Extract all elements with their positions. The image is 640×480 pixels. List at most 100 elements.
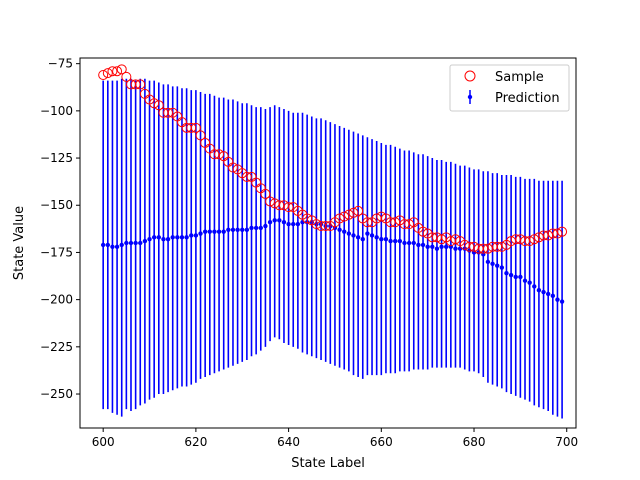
prediction-point bbox=[114, 244, 120, 249]
prediction-point bbox=[365, 231, 370, 236]
prediction-point bbox=[555, 297, 560, 302]
x-tick-label: 660 bbox=[370, 435, 393, 449]
prediction-point bbox=[170, 235, 175, 240]
prediction-point bbox=[369, 233, 375, 238]
prediction-point bbox=[439, 244, 444, 249]
y-axis: −75 −100 −125 −150 −175 −200 −225 −250 bbox=[40, 57, 80, 401]
sample-point bbox=[390, 217, 401, 228]
prediction-point bbox=[541, 289, 546, 295]
axes-frame bbox=[79, 57, 577, 429]
x-tick-label: 640 bbox=[277, 435, 300, 449]
y-tick-label: −250 bbox=[40, 387, 73, 401]
sample-point bbox=[98, 69, 109, 80]
prediction-point bbox=[518, 274, 523, 280]
x-tick-label: 700 bbox=[555, 435, 578, 449]
prediction-point bbox=[291, 221, 296, 227]
prediction-point bbox=[355, 235, 361, 240]
prediction-point bbox=[212, 229, 217, 234]
sample-point bbox=[482, 243, 493, 254]
sample-point bbox=[112, 66, 123, 77]
prediction-point bbox=[151, 235, 157, 240]
prediction-point bbox=[295, 221, 301, 227]
prediction-point bbox=[119, 242, 124, 248]
prediction-point bbox=[494, 263, 500, 268]
sample-point bbox=[506, 236, 517, 247]
sample-point bbox=[227, 162, 238, 173]
sample-point bbox=[135, 79, 146, 90]
x-axis: 600 620 640 660 680 700 bbox=[92, 428, 578, 449]
prediction-point bbox=[226, 227, 231, 232]
sample-point bbox=[464, 241, 475, 252]
sample-point bbox=[265, 196, 276, 207]
y-tick-label: −200 bbox=[40, 293, 73, 307]
prediction-point bbox=[444, 244, 449, 249]
sample-point bbox=[418, 226, 429, 237]
prediction-points bbox=[100, 218, 565, 304]
prediction-point bbox=[388, 238, 393, 244]
prediction-point bbox=[198, 231, 203, 236]
prediction-point bbox=[258, 225, 263, 231]
y-tick-label: −175 bbox=[40, 245, 73, 259]
sample-point bbox=[153, 100, 164, 111]
sample-point bbox=[469, 241, 480, 252]
sample-point bbox=[278, 200, 289, 211]
prediction-point bbox=[513, 274, 518, 280]
prediction-point bbox=[346, 231, 352, 236]
sample-points bbox=[98, 64, 568, 254]
sample-point bbox=[362, 217, 373, 228]
prediction-point bbox=[281, 220, 287, 225]
prediction-point bbox=[189, 233, 194, 238]
prediction-point bbox=[147, 237, 152, 242]
sample-point bbox=[459, 239, 470, 250]
sample-point bbox=[353, 205, 364, 216]
sample-point bbox=[399, 219, 410, 230]
prediction-point bbox=[100, 242, 106, 248]
prediction-point bbox=[161, 237, 166, 242]
sample-point bbox=[496, 241, 507, 252]
sample-point bbox=[339, 211, 350, 222]
prediction-point bbox=[277, 218, 282, 223]
sample-point bbox=[376, 211, 387, 222]
y-tick-label: −150 bbox=[40, 198, 73, 212]
prediction-point bbox=[379, 237, 384, 242]
legend-sample-marker bbox=[464, 70, 476, 82]
sample-point bbox=[121, 71, 132, 82]
sample-point bbox=[348, 207, 359, 218]
legend: Sample Prediction bbox=[449, 64, 570, 112]
prediction-point bbox=[522, 278, 528, 283]
prediction-point bbox=[165, 237, 171, 242]
sample-point bbox=[524, 236, 535, 247]
prediction-point bbox=[156, 235, 162, 240]
sample-point bbox=[492, 241, 503, 252]
prediction-point bbox=[286, 221, 291, 227]
prediction-point bbox=[536, 287, 542, 293]
prediction-point bbox=[253, 225, 259, 231]
x-tick-label: 620 bbox=[184, 435, 207, 449]
sample-point bbox=[436, 234, 447, 245]
sample-point bbox=[209, 149, 220, 160]
sample-point bbox=[283, 202, 294, 213]
prediction-point bbox=[383, 237, 389, 242]
prediction-point bbox=[406, 240, 412, 246]
prediction-point bbox=[430, 244, 435, 249]
prediction-point bbox=[124, 240, 129, 246]
prediction-point bbox=[490, 261, 495, 266]
sample-point bbox=[320, 221, 331, 232]
sample-point bbox=[190, 122, 201, 133]
prediction-point bbox=[193, 233, 199, 238]
y-tick-label: −125 bbox=[40, 151, 73, 165]
sample-point bbox=[149, 98, 160, 109]
sample-point bbox=[404, 219, 415, 230]
sample-point bbox=[515, 234, 526, 245]
prediction-point bbox=[263, 223, 268, 229]
prediction-point bbox=[559, 299, 565, 304]
sample-point bbox=[260, 188, 271, 199]
legend-sample-label: Sample bbox=[495, 70, 544, 85]
prediction-point bbox=[545, 291, 551, 297]
y-tick-label: −75 bbox=[48, 57, 73, 71]
prediction-point bbox=[499, 265, 505, 270]
prediction-point bbox=[267, 220, 273, 225]
sample-point bbox=[385, 217, 396, 228]
prediction-point bbox=[240, 227, 245, 232]
